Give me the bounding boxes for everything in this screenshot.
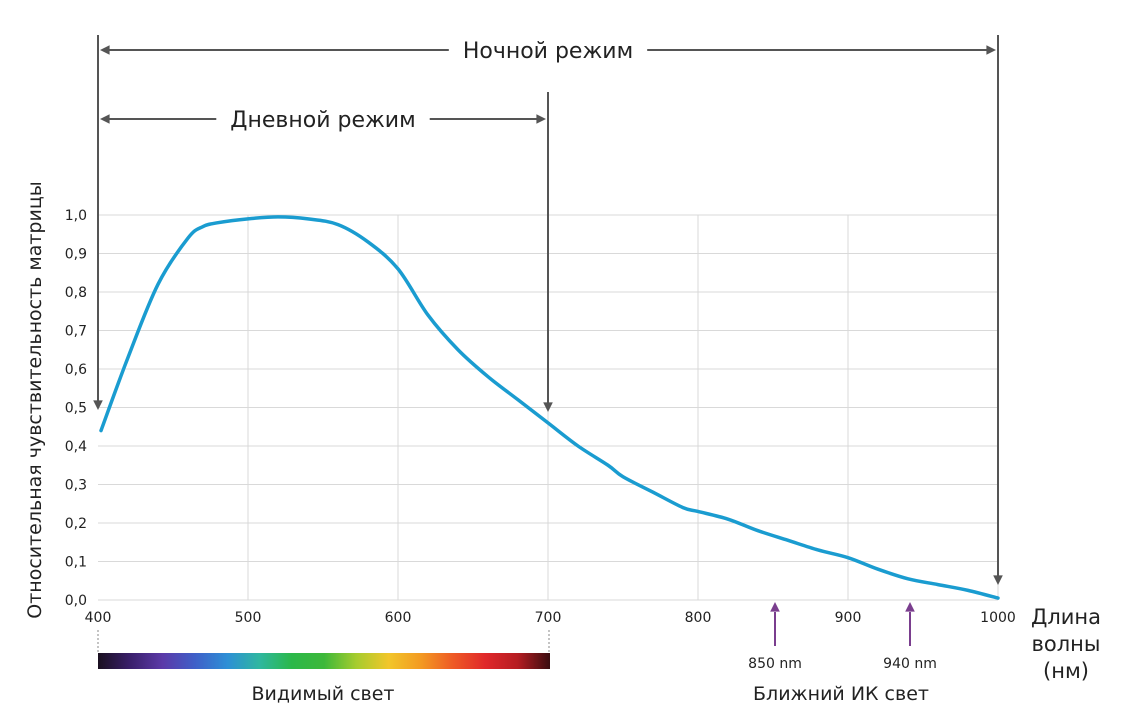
x-tick-label: 500 xyxy=(235,610,262,626)
spectrum-regions: Видимый свет Ближний ИК свет xyxy=(97,630,929,705)
marker-label: 850 nm xyxy=(748,656,802,672)
x-axis-label-line: (нм) xyxy=(1043,659,1089,683)
region-label-1: Ближний ИК свет xyxy=(753,683,929,705)
marker-arrow xyxy=(770,602,780,612)
mode-boundary-arrow xyxy=(543,402,553,412)
y-tick-label: 0,3 xyxy=(65,478,87,494)
x-tick-label: 900 xyxy=(835,610,862,626)
mode-label: Дневной режим xyxy=(230,108,415,133)
region-label-0: Видимый свет xyxy=(252,683,395,705)
x-tick-label: 800 xyxy=(685,610,712,626)
x-tick-label: 400 xyxy=(85,610,112,626)
x-tick-labels: 400 500 600 700 800 900 1000 xyxy=(85,610,1016,626)
mode-ranges: Ночной режим Дневной режим xyxy=(93,35,1003,585)
y-tick-label: 1,0 xyxy=(65,208,87,224)
wavelength-marker-1: 940 nm xyxy=(883,602,937,672)
mode-arrow-left xyxy=(100,45,110,55)
y-tick-label: 0,5 xyxy=(65,401,87,417)
mode-boundary-arrow xyxy=(993,575,1003,585)
y-tick-label: 0,9 xyxy=(65,247,87,263)
y-tick-label: 0,2 xyxy=(65,516,87,532)
mode-range-1: Дневной режим xyxy=(100,92,553,412)
y-tick-label: 0,4 xyxy=(65,439,87,455)
y-tick-labels: 0,0 0,1 0,2 0,3 0,4 0,5 0,6 0,7 0,8 0,9 1,0 xyxy=(65,208,87,609)
series xyxy=(99,215,1000,600)
mode-range-0: Ночной режим xyxy=(100,35,1003,585)
x-axis-label: Длина волны (нм) xyxy=(1031,605,1101,683)
mode-arrow-right xyxy=(986,45,996,55)
y-tick-label: 0,8 xyxy=(65,285,87,301)
y-tick-label: 0,1 xyxy=(65,555,87,571)
y-tick-label: 0,0 xyxy=(65,593,87,609)
y-tick-label: 0,6 xyxy=(65,362,87,378)
x-axis-label-line: волны xyxy=(1032,632,1101,656)
x-tick-label: 600 xyxy=(385,610,412,626)
visible-spectrum-bar xyxy=(98,653,550,669)
mode-arrow-left xyxy=(100,114,110,124)
wavelength-markers: 850 nm 940 nm xyxy=(748,602,937,672)
marker-label: 940 nm xyxy=(883,656,937,672)
y-axis-label: Относительная чувствительность матрицы xyxy=(24,181,46,619)
x-axis-label-line: Длина xyxy=(1031,605,1101,629)
y-tick-label: 0,7 xyxy=(65,324,87,340)
mode-left-boundary xyxy=(93,35,103,410)
left-boundary-arrow xyxy=(93,400,103,410)
x-tick-label: 1000 xyxy=(980,610,1016,626)
series-line-0 xyxy=(99,215,1000,600)
wavelength-marker-0: 850 nm xyxy=(748,602,802,672)
mode-arrow-right xyxy=(536,114,546,124)
x-tick-label: 700 xyxy=(535,610,562,626)
marker-arrow xyxy=(905,602,915,612)
mode-label: Ночной режим xyxy=(463,39,633,64)
